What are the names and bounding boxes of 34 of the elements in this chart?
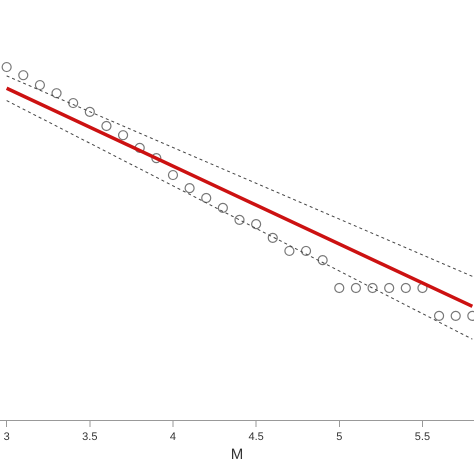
x-axis-title: M: [230, 446, 244, 464]
x-tick-label: 4.5: [248, 431, 264, 444]
x-tick-label: 5: [336, 431, 342, 444]
point: [118, 130, 128, 140]
point: [300, 246, 312, 256]
point: [434, 310, 444, 321]
point: [201, 192, 212, 204]
x-tick-label: 4: [170, 431, 176, 444]
point: [234, 214, 245, 225]
point: [251, 219, 262, 230]
point: [18, 70, 28, 80]
point: [184, 183, 195, 194]
point: [384, 282, 394, 294]
point: [268, 232, 278, 243]
point: [450, 310, 461, 321]
point: [134, 142, 145, 153]
point: [318, 255, 328, 266]
point: [51, 88, 62, 98]
point: [68, 98, 78, 108]
x-tick-label: 3.5: [82, 431, 98, 444]
point: [400, 282, 411, 294]
point: [101, 120, 112, 132]
point: [350, 282, 362, 294]
point: [151, 153, 162, 164]
point: [334, 282, 344, 294]
point: [218, 202, 228, 213]
point: [84, 106, 95, 117]
point: [367, 282, 378, 294]
x-tick-label: 3: [4, 431, 10, 444]
point: [168, 170, 178, 180]
point: [284, 246, 294, 256]
point: [34, 80, 46, 90]
point: [2, 62, 12, 72]
x-tick-label: 5.5: [414, 431, 430, 444]
